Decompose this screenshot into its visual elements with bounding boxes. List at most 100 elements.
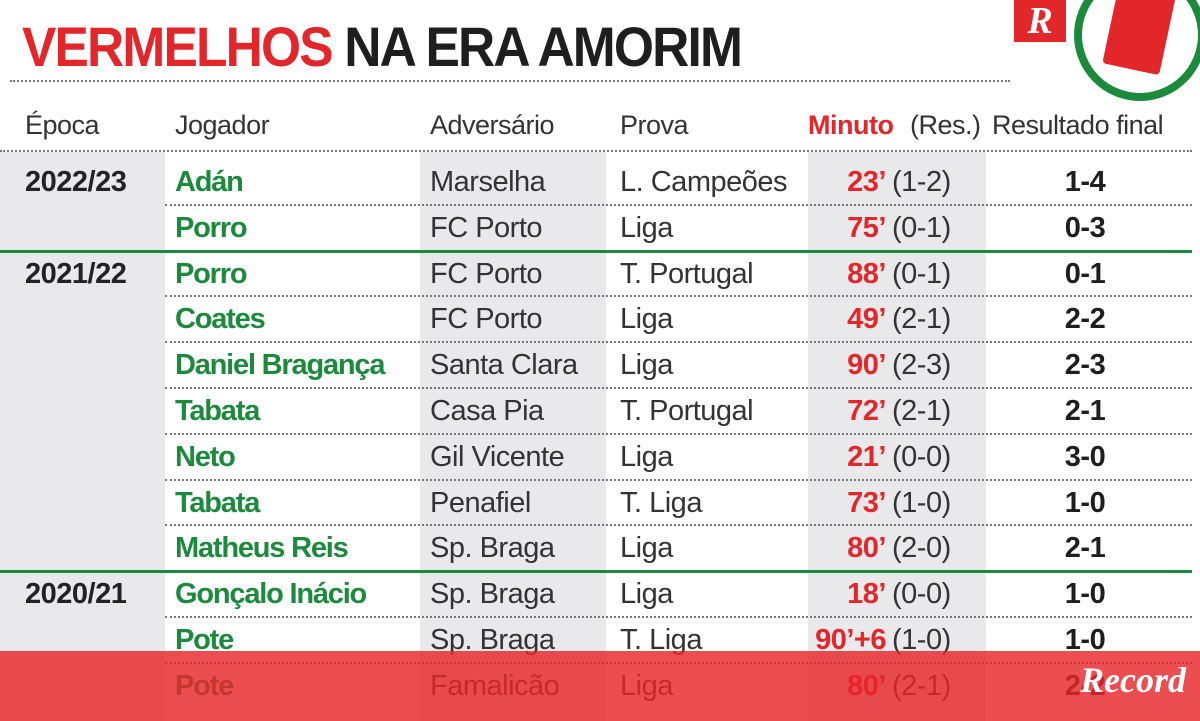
player: Matheus Reis — [175, 532, 349, 565]
result: 0-1 — [1064, 257, 1106, 290]
player: Tabata — [175, 486, 260, 519]
result: 1-0 — [1064, 578, 1106, 611]
opponent: Casa Pia — [430, 395, 544, 427]
opponent: Sp. Braga — [430, 532, 555, 565]
score: (2-1) — [892, 303, 951, 336]
result: 1-0 — [1064, 624, 1106, 656]
minute: 23’ — [847, 166, 886, 198]
season: 2020/21 — [25, 578, 127, 611]
row-rule — [165, 432, 1192, 435]
row-rule — [165, 387, 1192, 389]
competition: Liga — [620, 440, 673, 473]
competition: Liga — [620, 578, 673, 611]
minute: 21’ — [847, 440, 886, 473]
competition: T. Portugal — [620, 257, 754, 290]
header-score: (Res.) — [910, 110, 981, 140]
competition: T. Portugal — [620, 395, 754, 427]
logo-letter: R — [1026, 0, 1052, 42]
result: 1-0 — [1064, 486, 1106, 519]
season-column — [0, 152, 165, 721]
score: (1-0) — [892, 486, 951, 519]
score: (2-3) — [892, 349, 951, 382]
row-rule — [165, 616, 1192, 618]
competition: T. Liga — [620, 624, 702, 656]
player: Tabata — [175, 395, 260, 427]
opponent: Santa Clara — [430, 349, 578, 382]
minute: 73’ — [847, 486, 886, 519]
logo: R — [1014, 0, 1200, 101]
watermark-band — [0, 651, 1200, 721]
minute: 90’+6 — [815, 624, 886, 656]
player: Coates — [175, 303, 266, 336]
player: Gonçalo Inácio — [175, 578, 367, 611]
opponent: FC Porto — [430, 303, 543, 336]
opponent: Gil Vicente — [430, 440, 565, 473]
opponent: Marselha — [430, 166, 546, 198]
opponent: Penafiel — [430, 486, 531, 519]
row-rule — [165, 478, 1192, 481]
result: 2-1 — [1064, 532, 1106, 565]
minute: 72’ — [847, 395, 886, 427]
competition: Liga — [620, 532, 673, 565]
row-rule — [165, 203, 1192, 206]
minute: 18’ — [847, 578, 886, 611]
score: (2-1) — [892, 395, 951, 427]
season-divider — [0, 249, 1192, 253]
result: 3-0 — [1064, 440, 1106, 473]
watermark: Record — [1080, 660, 1186, 700]
title-rest: NA ERA AMORIM — [344, 15, 743, 78]
opponent-column — [420, 152, 606, 721]
competition: Liga — [620, 303, 673, 336]
result: 2-3 — [1064, 349, 1106, 382]
title-rule — [10, 80, 1010, 82]
opponent: Sp. Braga — [430, 578, 555, 611]
competition: Liga — [620, 211, 673, 244]
header-season: Época — [25, 110, 100, 140]
header-player: Jogador — [175, 110, 270, 140]
header-result: Resultado final — [992, 110, 1164, 140]
header-competition: Prova — [620, 110, 689, 140]
competition: T. Liga — [620, 486, 702, 519]
red-card — [1103, 0, 1175, 75]
opponent: FC Porto — [430, 257, 543, 290]
score: (1-0) — [892, 624, 951, 656]
competition: L. Campeões — [620, 166, 788, 198]
season: 2021/22 — [25, 257, 127, 290]
score: (0-1) — [892, 257, 951, 290]
season-divider — [0, 570, 1192, 574]
player: Porro — [175, 257, 248, 290]
minute-column — [808, 152, 986, 721]
score: (0-0) — [892, 578, 951, 611]
opponent: FC Porto — [430, 211, 543, 244]
opponent: Sp. Braga — [430, 624, 555, 656]
minute: 75’ — [847, 211, 886, 244]
competition: Liga — [620, 349, 673, 382]
score: (2-0) — [892, 532, 951, 565]
player: Adán — [175, 166, 244, 198]
season: 2022/23 — [25, 166, 127, 198]
minute: 80’ — [847, 532, 886, 565]
result: 2-1 — [1064, 395, 1106, 427]
logo-box — [1014, 0, 1066, 42]
minute: 90’ — [847, 349, 886, 382]
result: 2-2 — [1064, 303, 1106, 336]
minute: 49’ — [847, 303, 886, 336]
score: (1-2) — [892, 166, 951, 198]
title-highlight: VERMELHOS — [22, 15, 334, 78]
minute: 88’ — [847, 257, 886, 290]
player: Porro — [175, 211, 248, 244]
header-rule — [0, 150, 1192, 152]
row-rule — [165, 524, 1192, 527]
row-rule — [165, 341, 1192, 344]
score: (0-0) — [892, 440, 951, 473]
player: Daniel Bragança — [175, 349, 385, 382]
header-minute: Minuto — [808, 110, 894, 140]
player: Pote — [175, 624, 234, 656]
header-opponent: Adversário — [430, 110, 555, 140]
title: VERMELHOS NA ERA AMORIM — [22, 14, 743, 79]
player: Neto — [175, 440, 236, 473]
row-rule — [165, 295, 1192, 298]
result: 1-4 — [1064, 166, 1106, 198]
score: (0-1) — [892, 211, 951, 244]
